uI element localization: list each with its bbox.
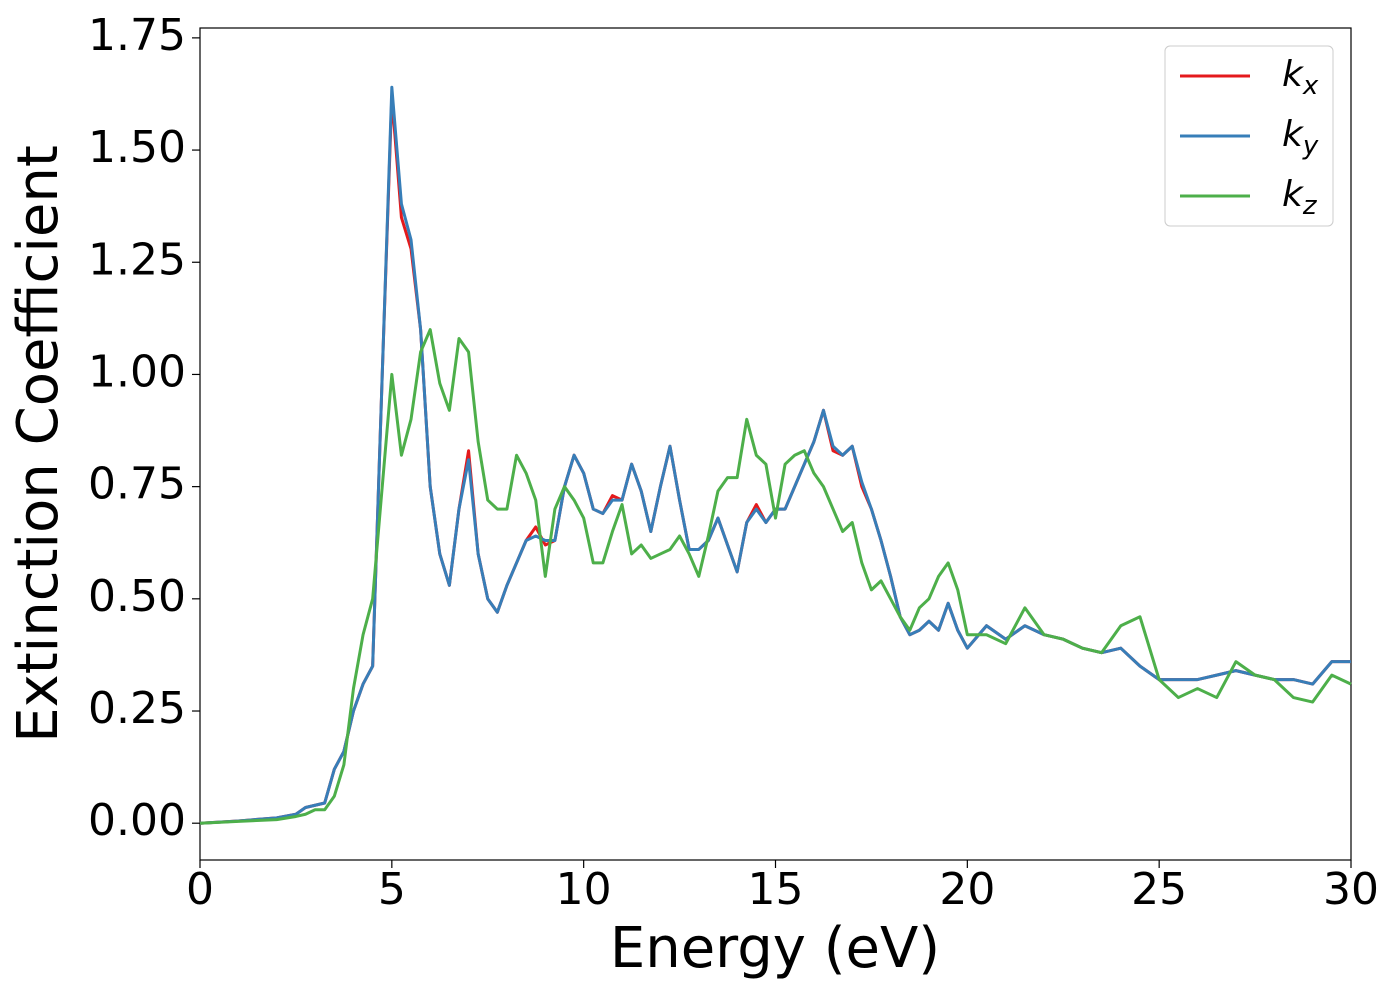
x-tick-label: 15 [748, 864, 804, 915]
x-tick-label: 20 [939, 864, 995, 915]
x-tick-label: 25 [1131, 864, 1187, 915]
legend-label: kx [1282, 54, 1319, 101]
y-tick-label: 0.50 [88, 571, 186, 622]
y-tick-label: 0.00 [88, 795, 186, 846]
y-axis-label: Extinction Coefficient [6, 145, 71, 743]
legend-label: ky [1282, 114, 1319, 161]
y-tick-label: 1.50 [88, 122, 186, 173]
legend: kx ky kz [1164, 45, 1334, 227]
x-tick-label: 30 [1323, 864, 1379, 915]
x-tick-label: 5 [378, 864, 406, 915]
x-tick-label: 0 [186, 864, 214, 915]
y-tick-label: 1.25 [88, 234, 186, 285]
y-tick-label: 0.25 [88, 683, 186, 734]
x-axis-label: Energy (eV) [610, 916, 940, 981]
y-tick-label: 1.00 [88, 346, 186, 397]
y-tick-label: 0.75 [88, 459, 186, 510]
data-line [199, 328, 1352, 825]
legend-label: kz [1282, 174, 1318, 221]
y-tick-label: 1.75 [88, 10, 186, 61]
x-tick-label: 10 [556, 864, 612, 915]
